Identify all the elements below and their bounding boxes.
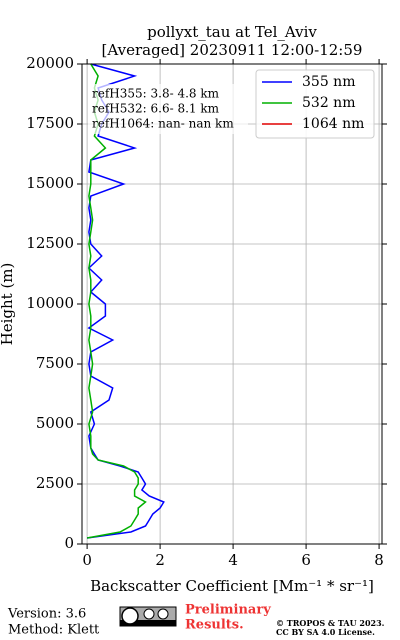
y-tick-label: 12500 <box>26 234 74 252</box>
copyright: © TROPOS & TAU 2023. <box>276 618 385 628</box>
x-tick-label: 2 <box>155 551 165 569</box>
annotation: refH1064: nan- nan km <box>92 117 234 131</box>
y-tick-label: 17500 <box>26 114 74 132</box>
legend-box <box>255 69 375 139</box>
x-tick-label: 8 <box>374 551 384 569</box>
series-line <box>86 63 147 539</box>
annotation-box <box>88 84 248 134</box>
y-tick-label: 5000 <box>36 414 74 432</box>
legend-label: 1064 nm <box>302 116 364 132</box>
chart-title: pollyxt_tau at Tel_Aviv <box>147 23 317 41</box>
y-axis-label: Height (m) <box>0 263 16 346</box>
y-tick-label: 10000 <box>26 294 74 312</box>
x-tick-label: 4 <box>228 551 238 569</box>
y-tick-label: 0 <box>64 534 74 552</box>
preliminary: Results. <box>185 618 244 633</box>
plot-frame <box>81 63 383 545</box>
y-tick-label: 15000 <box>26 174 74 192</box>
legend-label: 532 nm <box>302 95 355 111</box>
y-tick-label: 7500 <box>36 354 74 372</box>
copyright: CC BY SA 4.0 License. <box>276 627 375 637</box>
series-line <box>86 63 165 539</box>
y-tick-label: 2500 <box>36 474 74 492</box>
x-tick-label: 0 <box>82 551 92 569</box>
y-tick-label: 20000 <box>26 54 74 72</box>
legend: 355 nm 532 nm 1064 nm <box>255 69 375 139</box>
annotation: refH355: 3.8- 4.8 km <box>92 87 220 101</box>
chart-subtitle: [Averaged] 20230911 12:00-12:59 <box>102 41 363 59</box>
x-axis-label: Backscatter Coefficient [Mm⁻¹ * sr⁻¹] <box>90 577 374 595</box>
version: Version: 3.6 <box>7 607 86 622</box>
preliminary: Preliminary <box>185 603 271 618</box>
method: Method: Klett <box>8 623 100 638</box>
cc-logo <box>119 606 177 627</box>
x-tick-label: 6 <box>301 551 311 569</box>
legend-label: 355 nm <box>302 74 355 90</box>
annotation: refH532: 6.6- 8.1 km <box>92 102 220 116</box>
